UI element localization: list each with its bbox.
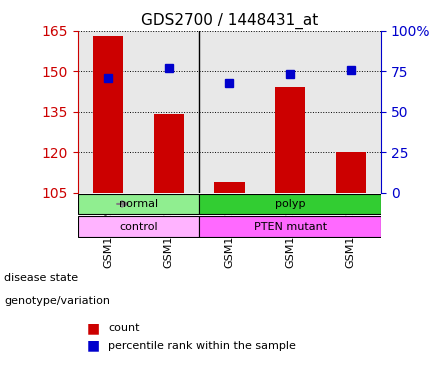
Bar bbox=[336, 152, 366, 192]
Text: percentile rank within the sample: percentile rank within the sample bbox=[108, 341, 296, 351]
FancyBboxPatch shape bbox=[78, 194, 199, 214]
Text: ■: ■ bbox=[87, 339, 100, 353]
Text: genotype/variation: genotype/variation bbox=[4, 296, 110, 306]
Text: PTEN mutant: PTEN mutant bbox=[254, 222, 326, 232]
Title: GDS2700 / 1448431_at: GDS2700 / 1448431_at bbox=[141, 13, 318, 29]
FancyBboxPatch shape bbox=[199, 194, 381, 214]
Bar bbox=[214, 182, 245, 192]
FancyBboxPatch shape bbox=[78, 217, 199, 237]
Text: count: count bbox=[108, 323, 140, 333]
FancyBboxPatch shape bbox=[199, 217, 381, 237]
Text: polyp: polyp bbox=[275, 199, 305, 209]
Bar bbox=[154, 114, 184, 192]
Text: control: control bbox=[119, 222, 158, 232]
Bar bbox=[93, 36, 123, 192]
Text: ■: ■ bbox=[87, 321, 100, 335]
Text: disease state: disease state bbox=[4, 273, 78, 283]
Bar bbox=[275, 88, 305, 192]
Text: normal: normal bbox=[119, 199, 158, 209]
